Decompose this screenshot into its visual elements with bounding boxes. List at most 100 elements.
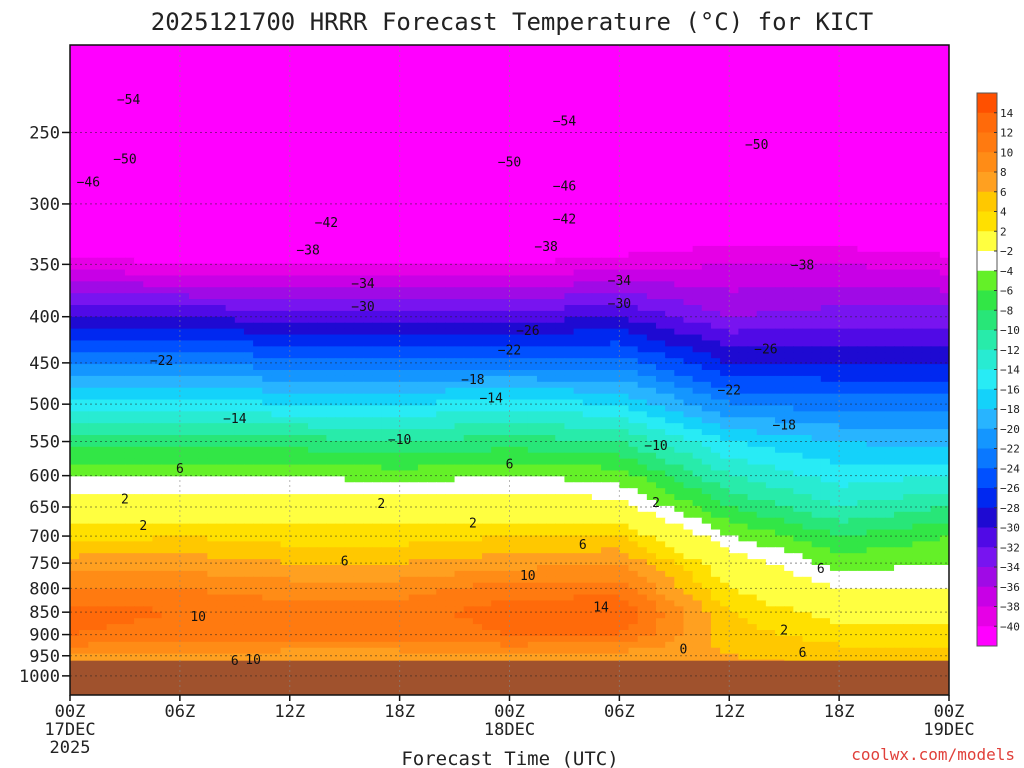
heatmap-cell (390, 316, 401, 324)
heatmap-cell (564, 234, 575, 241)
heatmap-cell (381, 139, 392, 147)
heatmap-cell (701, 281, 712, 288)
heatmap-cell (445, 104, 456, 111)
heatmap-cell (152, 110, 163, 117)
heatmap-cell (701, 299, 712, 306)
heatmap-cell (829, 305, 840, 312)
heatmap-cell (97, 68, 108, 76)
heatmap-cell (903, 180, 913, 188)
heatmap-cell (134, 163, 144, 170)
heatmap-cell (903, 110, 913, 117)
heatmap-cell (930, 110, 941, 117)
heatmap-cell (363, 104, 373, 111)
heatmap-cell (390, 269, 401, 277)
heatmap-cell (866, 204, 877, 212)
heatmap-cell (97, 74, 108, 82)
heatmap-cell (601, 175, 611, 182)
heatmap-cell (225, 275, 236, 282)
heatmap-cell (79, 157, 89, 164)
heatmap-cell (848, 127, 859, 135)
heatmap-cell (198, 50, 208, 58)
heatmap-cell (372, 92, 382, 99)
heatmap-cell (866, 98, 877, 105)
heatmap-cell (207, 263, 218, 271)
heatmap-cell (683, 115, 694, 123)
heatmap-cell (472, 175, 483, 182)
heatmap-cell (472, 74, 483, 82)
heatmap-cell (143, 334, 154, 342)
heatmap-cell (289, 281, 300, 288)
heatmap-cell (939, 204, 949, 212)
heatmap-cell (536, 169, 547, 176)
heatmap-cell (866, 175, 877, 182)
heatmap-cell (701, 115, 712, 123)
heatmap-cell (591, 62, 602, 70)
heatmap-cell (518, 56, 529, 64)
heatmap-cell (143, 92, 154, 99)
heatmap-cell (720, 245, 730, 253)
heatmap-cell (656, 251, 666, 259)
heatmap-cell (454, 151, 465, 158)
heatmap-cell (326, 293, 337, 300)
heatmap-cell (829, 281, 840, 288)
heatmap-cell (674, 245, 685, 253)
heatmap-cell (811, 210, 822, 217)
heatmap-cell (143, 216, 154, 223)
heatmap-cell (454, 251, 465, 259)
heatmap-cell (930, 186, 941, 194)
heatmap-cell (161, 251, 172, 259)
heatmap-cell (903, 169, 913, 176)
heatmap-cell (399, 180, 410, 188)
heatmap-cell (390, 86, 401, 93)
heatmap-cell (225, 293, 236, 300)
heatmap-cell (207, 104, 218, 111)
heatmap-cell (692, 281, 703, 288)
heatmap-cell (656, 192, 666, 200)
heatmap-cell (436, 133, 447, 141)
heatmap-cell (701, 269, 712, 277)
heatmap-cell (903, 104, 913, 111)
heatmap-cell (912, 210, 923, 217)
heatmap-cell (427, 299, 437, 306)
heatmap-cell (857, 346, 868, 353)
heatmap-cell (454, 299, 465, 306)
heatmap-cell (930, 198, 941, 206)
heatmap-cell (280, 346, 291, 353)
heatmap-cell (335, 198, 346, 206)
heatmap-cell (253, 169, 263, 176)
heatmap-cell (482, 234, 492, 241)
heatmap-cell (903, 263, 913, 271)
heatmap-cell (729, 139, 740, 147)
heatmap-cell (463, 263, 474, 271)
heatmap-cell (921, 305, 932, 312)
heatmap-cell (253, 293, 263, 300)
heatmap-cell (308, 316, 318, 324)
heatmap-cell (216, 139, 227, 147)
heatmap-cell (317, 98, 327, 105)
heatmap-cell (234, 269, 245, 277)
heatmap-cell (784, 56, 794, 64)
heatmap-cell (866, 234, 877, 241)
heatmap-cell (207, 133, 218, 141)
heatmap-cell (582, 92, 593, 99)
heatmap-cell (546, 328, 556, 336)
heatmap-cell (555, 157, 566, 164)
heatmap-cell (79, 275, 89, 282)
heatmap-cell (527, 210, 538, 217)
heatmap-cell (903, 68, 913, 76)
heatmap-cell (280, 281, 291, 288)
heatmap-cell (143, 133, 154, 141)
heatmap-cell (372, 299, 382, 306)
heatmap-cell (591, 216, 602, 223)
heatmap-cell (280, 127, 291, 135)
heatmap-cell (243, 192, 254, 200)
heatmap-cell (646, 50, 657, 58)
heatmap-cell (866, 322, 877, 330)
heatmap-cell (106, 251, 117, 259)
heatmap-cell (536, 275, 547, 282)
heatmap-cell (884, 127, 895, 135)
heatmap-cell (88, 133, 99, 141)
heatmap-cell (335, 263, 346, 271)
heatmap-cell (70, 45, 80, 52)
heatmap-cell (372, 115, 382, 123)
